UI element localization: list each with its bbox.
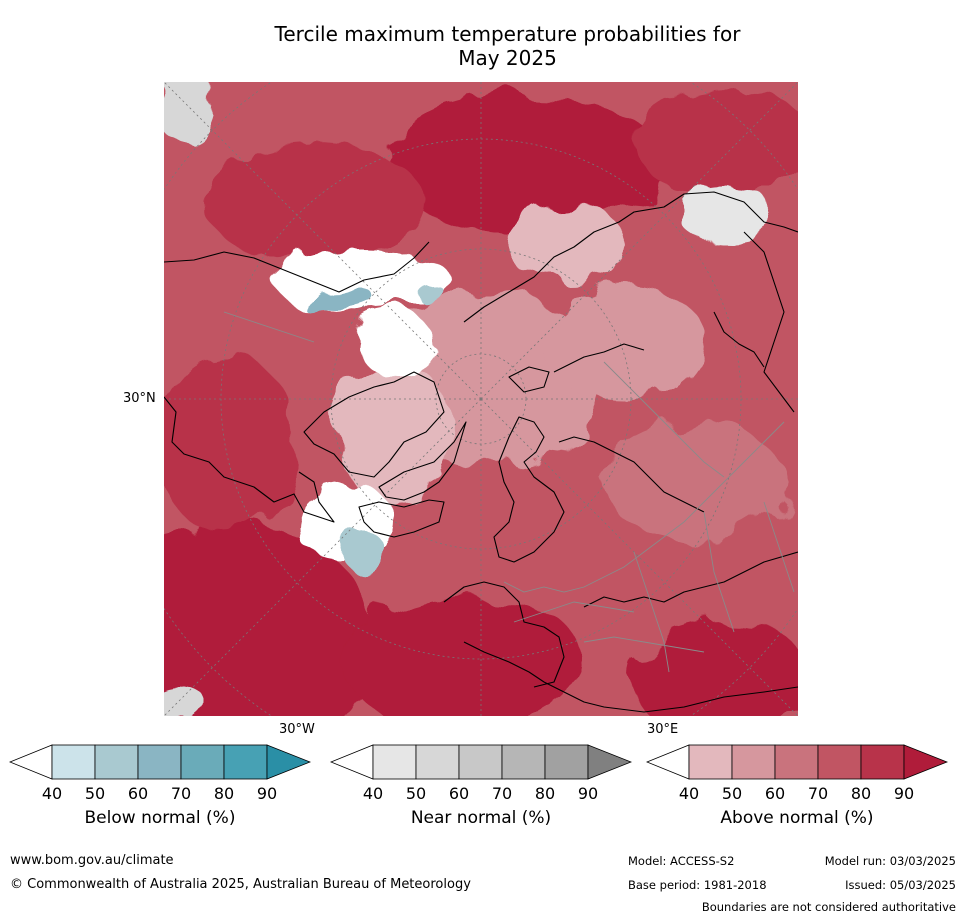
colorbar-segment bbox=[372, 744, 417, 780]
colorbar-segment bbox=[51, 744, 96, 780]
map-svg bbox=[164, 82, 798, 716]
map-title: Tercile maximum temperature probabilitie… bbox=[240, 22, 775, 70]
footer-base-period: Base period: 1981-2018 bbox=[628, 878, 767, 892]
colorbar-below-normal bbox=[9, 744, 311, 780]
longitude-label-west: 30°W bbox=[279, 722, 315, 737]
footer-model: Model: ACCESS-S2 bbox=[628, 854, 735, 868]
tick-label: 70 bbox=[491, 784, 513, 803]
graticule bbox=[164, 82, 798, 716]
probability-field bbox=[164, 82, 798, 716]
tick-label: 40 bbox=[41, 784, 63, 803]
colorbar-segment bbox=[501, 744, 546, 780]
footer-disclaimer: Boundaries are not considered authoritat… bbox=[701, 900, 956, 914]
colorbar-extend-low bbox=[9, 744, 53, 780]
tick-label: 90 bbox=[256, 784, 278, 803]
tick-label: 70 bbox=[170, 784, 192, 803]
tick-label: 80 bbox=[213, 784, 235, 803]
tick-label: 40 bbox=[678, 784, 700, 803]
colorbar-segment bbox=[817, 744, 862, 780]
colorbar-extend-high bbox=[266, 744, 311, 780]
colorbar-segment bbox=[223, 744, 268, 780]
legend-below-normal bbox=[9, 744, 311, 780]
legend-title-above: Above normal (%) bbox=[720, 808, 874, 828]
colorbar-segment bbox=[544, 744, 589, 780]
colorbar-segment bbox=[688, 744, 733, 780]
tick-label: 70 bbox=[807, 784, 829, 803]
tick-label: 50 bbox=[84, 784, 106, 803]
footer-issued: Issued: 05/03/2025 bbox=[845, 878, 956, 892]
latitude-label: 30°N bbox=[123, 391, 156, 406]
legend-near-normal bbox=[330, 744, 632, 780]
legend-title-below: Below normal (%) bbox=[84, 808, 236, 828]
colorbar-extend-high bbox=[903, 744, 948, 780]
tick-label: 90 bbox=[893, 784, 915, 803]
longitude-label-east: 30°E bbox=[647, 722, 679, 737]
colorbar-extend-high bbox=[587, 744, 632, 780]
tick-label: 40 bbox=[362, 784, 384, 803]
tick-label: 50 bbox=[405, 784, 427, 803]
colorbar-extend-low bbox=[330, 744, 374, 780]
tick-label: 60 bbox=[448, 784, 470, 803]
colorbar-segment bbox=[731, 744, 776, 780]
footer-model-run: Model run: 03/03/2025 bbox=[824, 854, 956, 868]
legend-title-near: Near normal (%) bbox=[410, 808, 552, 828]
colorbar-segment bbox=[94, 744, 139, 780]
map-title-line1: Tercile maximum temperature probabilitie… bbox=[274, 22, 741, 46]
colorbar-extend-low bbox=[646, 744, 690, 780]
tick-label: 80 bbox=[534, 784, 556, 803]
tick-label: 80 bbox=[850, 784, 872, 803]
colorbar-segment bbox=[415, 744, 460, 780]
colorbar-segment bbox=[458, 744, 503, 780]
colorbar-segment bbox=[180, 744, 225, 780]
tick-label: 60 bbox=[764, 784, 786, 803]
footer-copyright: © Commonwealth of Australia 2025, Austra… bbox=[10, 877, 471, 892]
probability-map bbox=[164, 82, 798, 716]
legend-above-normal bbox=[646, 744, 948, 780]
tick-label: 90 bbox=[577, 784, 599, 803]
colorbar-segment bbox=[137, 744, 182, 780]
colorbar-above-normal bbox=[646, 744, 948, 780]
tick-label: 60 bbox=[127, 784, 149, 803]
tick-label: 50 bbox=[721, 784, 743, 803]
footer-url: www.bom.gov.au/climate bbox=[10, 853, 174, 868]
country-borders bbox=[223, 311, 795, 673]
colorbar-segment bbox=[860, 744, 905, 780]
coastlines bbox=[164, 191, 798, 713]
map-title-line2: May 2025 bbox=[458, 46, 557, 70]
colorbar-segment bbox=[774, 744, 819, 780]
colorbar-near-normal bbox=[330, 744, 632, 780]
